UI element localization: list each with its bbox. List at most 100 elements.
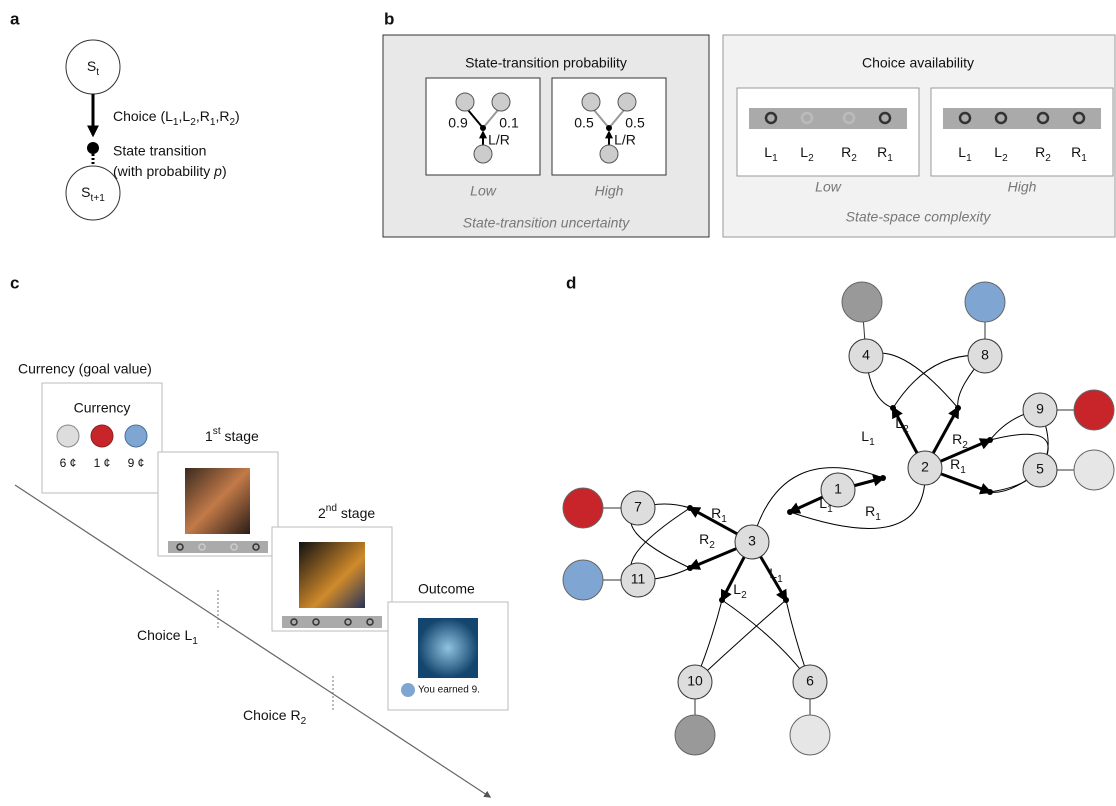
- junction: [987, 437, 993, 443]
- probability: 0.5: [574, 115, 594, 131]
- action: L/R: [614, 132, 636, 148]
- text-run: R: [1071, 144, 1081, 160]
- box-title: Choice availability: [862, 55, 974, 71]
- junction: [87, 142, 99, 154]
- text-run: 2: [962, 440, 968, 451]
- text-run: R: [841, 144, 851, 160]
- junction: [719, 597, 725, 603]
- action-arrow: [690, 549, 736, 568]
- edge-label: R2: [699, 531, 715, 551]
- text-run: Choice L: [137, 627, 192, 643]
- text-run: R: [952, 431, 962, 447]
- caption: Low: [815, 179, 842, 195]
- coin: [790, 715, 830, 755]
- text-run: t+1: [91, 193, 106, 204]
- coin: [57, 425, 79, 447]
- node-label: 6: [806, 673, 814, 689]
- coin-value: 6 ¢: [60, 456, 77, 470]
- junction: [787, 509, 793, 515]
- panel-label: c: [10, 273, 19, 292]
- text-run: 1: [887, 153, 893, 164]
- text-run: 1: [205, 428, 213, 444]
- text-run: 1: [966, 153, 972, 164]
- text-run: R: [877, 144, 887, 160]
- choice-label: Choice L1: [137, 627, 198, 647]
- junction: [606, 125, 612, 131]
- text-run: 1: [777, 574, 783, 585]
- text-run: 1: [192, 636, 198, 647]
- probability: 0.5: [625, 115, 645, 131]
- text-run: ,R: [196, 108, 210, 124]
- box-footer: State-transition uncertainty: [463, 215, 631, 231]
- panel-label: b: [384, 9, 394, 28]
- junction: [880, 475, 886, 481]
- node-label: 4: [862, 347, 870, 363]
- choice-bar: [749, 108, 907, 129]
- text-run: R: [950, 456, 960, 472]
- text-run: stage: [337, 505, 375, 521]
- coin: [91, 425, 113, 447]
- node-label: 8: [981, 347, 989, 363]
- text-run: 1: [960, 465, 966, 476]
- node-label: 5: [1036, 461, 1044, 477]
- action-arrow: [854, 478, 883, 486]
- junction: [480, 125, 486, 131]
- node-label: 10: [687, 673, 703, 689]
- text-run: L: [895, 415, 903, 431]
- transition-text: State transition: [113, 143, 206, 159]
- edge: [695, 600, 786, 682]
- panel-label: a: [10, 9, 20, 28]
- coin: [1074, 450, 1114, 490]
- coin: [965, 282, 1005, 322]
- text-run: 1: [875, 512, 881, 523]
- text-run: L: [733, 581, 741, 597]
- text-run: 2: [903, 424, 909, 435]
- text-run: 1: [827, 504, 833, 515]
- text-run: ): [235, 108, 240, 124]
- text-run: S: [81, 184, 90, 200]
- edge: [752, 468, 883, 542]
- text-run: 2: [741, 590, 747, 601]
- text-run: 1: [721, 514, 727, 525]
- probability: 0.9: [448, 115, 468, 131]
- choice-label: Choice R2: [243, 707, 307, 727]
- node-label: 1: [834, 481, 842, 497]
- junction: [687, 565, 693, 571]
- edge-label: R2: [952, 431, 968, 451]
- text-run: R: [1035, 144, 1045, 160]
- text-run: 2: [318, 505, 326, 521]
- card-title: Currency: [74, 400, 131, 416]
- node: [618, 93, 636, 111]
- action: L/R: [488, 132, 510, 148]
- text-run: 1: [772, 153, 778, 164]
- text-run: S: [87, 58, 96, 74]
- node: [492, 93, 510, 111]
- junction: [987, 489, 993, 495]
- node-label: 3: [748, 533, 756, 549]
- edge-label: R1: [865, 503, 881, 523]
- node-label: 2: [921, 459, 929, 475]
- caption: High: [1008, 179, 1037, 195]
- edge: [790, 468, 925, 528]
- junction: [783, 597, 789, 603]
- text-run: 2: [808, 153, 814, 164]
- edge-label: L1: [769, 565, 783, 585]
- image: [418, 618, 478, 678]
- node: [456, 93, 474, 111]
- text-run: ,L: [179, 108, 191, 124]
- coin: [675, 715, 715, 755]
- action-arrow: [790, 497, 823, 512]
- coin: [125, 425, 147, 447]
- node-label: 9: [1036, 401, 1044, 417]
- text-run: R: [865, 503, 875, 519]
- caption: Low: [470, 183, 497, 199]
- text-run: L: [861, 428, 869, 444]
- image: [299, 542, 365, 608]
- coin: [1074, 390, 1114, 430]
- text-run: 1: [1081, 153, 1087, 164]
- junction: [890, 405, 896, 411]
- text-run: stage: [221, 428, 259, 444]
- coin: [401, 683, 415, 697]
- node-label: 7: [634, 499, 642, 515]
- text-run: st: [213, 426, 221, 437]
